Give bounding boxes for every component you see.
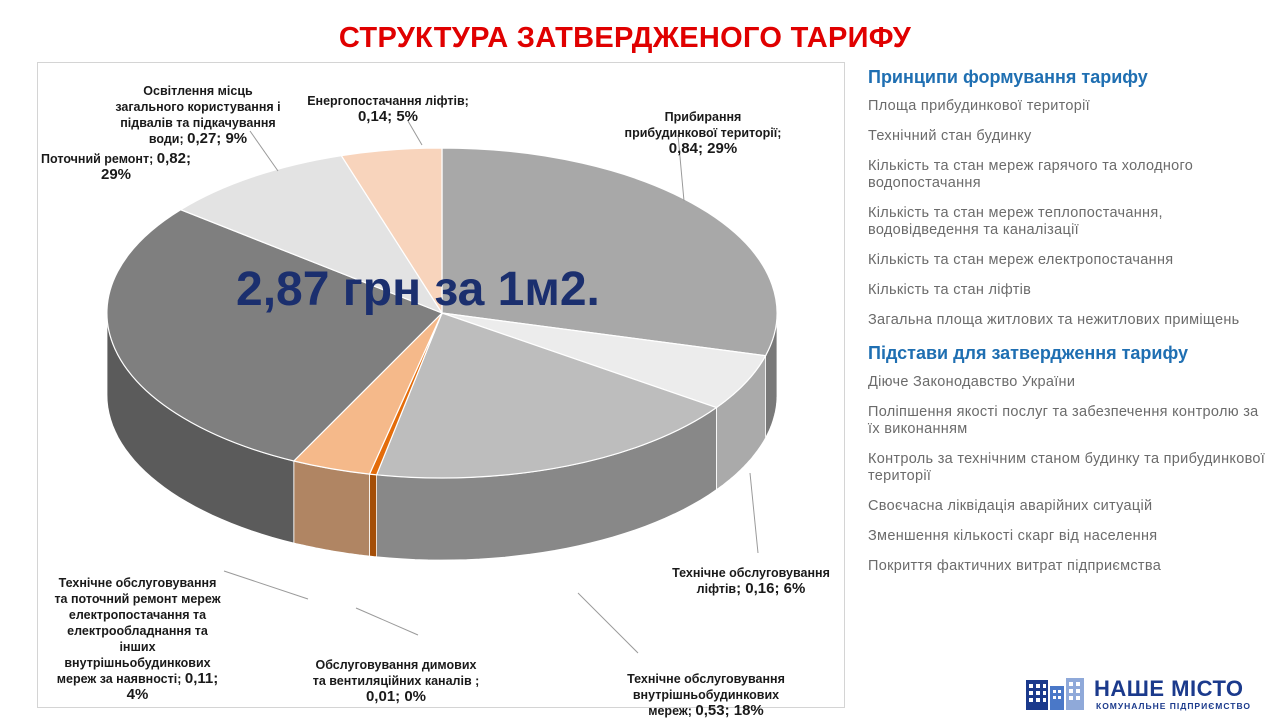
principles-list: Площа прибудинкової території Технічний … (868, 98, 1268, 329)
label-value: 0,84; 29% (668, 140, 738, 157)
grounds-list: Діюче Законодавство України Поліпшення я… (868, 374, 1268, 575)
leader-dymovi (355, 607, 419, 636)
principle-item: Кількість та стан мереж теплопостачання,… (868, 205, 1163, 238)
label-osvitlennia: Освітлення місць загального користування… (115, 84, 281, 147)
leader-osvitlennia (249, 130, 279, 172)
label-value: 0,01; 0% (365, 688, 427, 705)
label-prybyrannia: Прибирання прибудинкової території; 0,84… (624, 110, 782, 157)
pie-slice-7 (340, 147, 443, 316)
principle-item: Площа прибудинкової території (868, 98, 1090, 114)
label-value: 0,14; 5% (357, 108, 419, 125)
chart-frame: Прибирання прибудинкової території; 0,84… (37, 62, 845, 719)
right-panel: Принципи формування тарифу Площа прибуди… (868, 66, 1268, 588)
label-value: 0,11; 4% (126, 670, 219, 703)
pie-chart (106, 120, 778, 654)
label-value: ; 0,16; 6% (736, 580, 806, 597)
label-elektro: Технічне обслуговування та поточний ремо… (54, 576, 221, 703)
label-remont: Поточний ремонт; 0,82; 29% (41, 150, 191, 183)
pie-slice-2 (375, 312, 718, 479)
pie-wall-4 (293, 460, 370, 557)
leader-elektro (223, 570, 309, 600)
label-energo: Енергопостачання ліфтів; 0,14; 5% (307, 94, 469, 125)
leader-merezhi (577, 592, 639, 654)
logo-name: НАШЕ МІСТО (1094, 676, 1244, 701)
pie-slice-6 (179, 154, 444, 315)
grounds-header: Підстави для затвердження тарифу (868, 343, 1189, 363)
label-lifty: Технічне обслуговування ліфтів; 0,16; 6% (672, 566, 830, 597)
label-value: 0,53; 18% (695, 702, 764, 719)
tariff-total: 2,87 грн за 1м2. (236, 263, 600, 316)
label-value: 0,82; 29% (100, 150, 191, 183)
pie-slice-0 (441, 147, 778, 357)
principle-item: Кількість та стан ліфтів (868, 282, 1032, 298)
principle-item: Кількість та стан мереж гарячого та холо… (868, 158, 1194, 191)
principle-item: Кількість та стан мереж електропостачанн… (868, 252, 1174, 268)
ground-item: Діюче Законодавство України (868, 374, 1076, 390)
principle-item: Технічний стан будинку (868, 128, 1032, 144)
label-merezhi: Технічне обслуговування внутрішньобудинк… (627, 672, 785, 719)
ground-item: Своєчасна ліквідація аварійних ситуацій (868, 498, 1153, 514)
pie-slice-5 (106, 209, 444, 462)
leader-lifty (749, 472, 759, 554)
pie-wall-3 (369, 473, 377, 558)
company-logo: НАШЕ МІСТО КОМУНАЛЬНЕ ПІДПРИЄМСТВО (1024, 676, 1269, 714)
principles-header: Принципи формування тарифу (868, 67, 1148, 87)
building-logo-icon (1026, 678, 1084, 710)
ground-item: Контроль за технічним станом будинку та … (868, 451, 1266, 484)
page-title: СТРУКТУРА ЗАТВЕРДЖЕНОГО ТАРИФУ (338, 22, 912, 54)
principle-item: Загальна площа житлових та нежитлових пр… (868, 312, 1240, 328)
logo-subtitle: КОМУНАЛЬНЕ ПІДПРИЄМСТВО (1096, 701, 1251, 711)
ground-item: Покриття фактичних витрат підприємства (868, 558, 1162, 574)
ground-item: Поліпшення якості послуг та забезпечення… (868, 404, 1259, 437)
ground-item: Зменшення кількості скарг від населення (868, 528, 1158, 544)
leader-energo (407, 120, 423, 146)
leader-prybyrannia (677, 134, 685, 202)
label-value: 0,27; 9% (187, 130, 248, 147)
label-dymovi: Обслуговування димових та вентиляційних … (312, 658, 480, 705)
